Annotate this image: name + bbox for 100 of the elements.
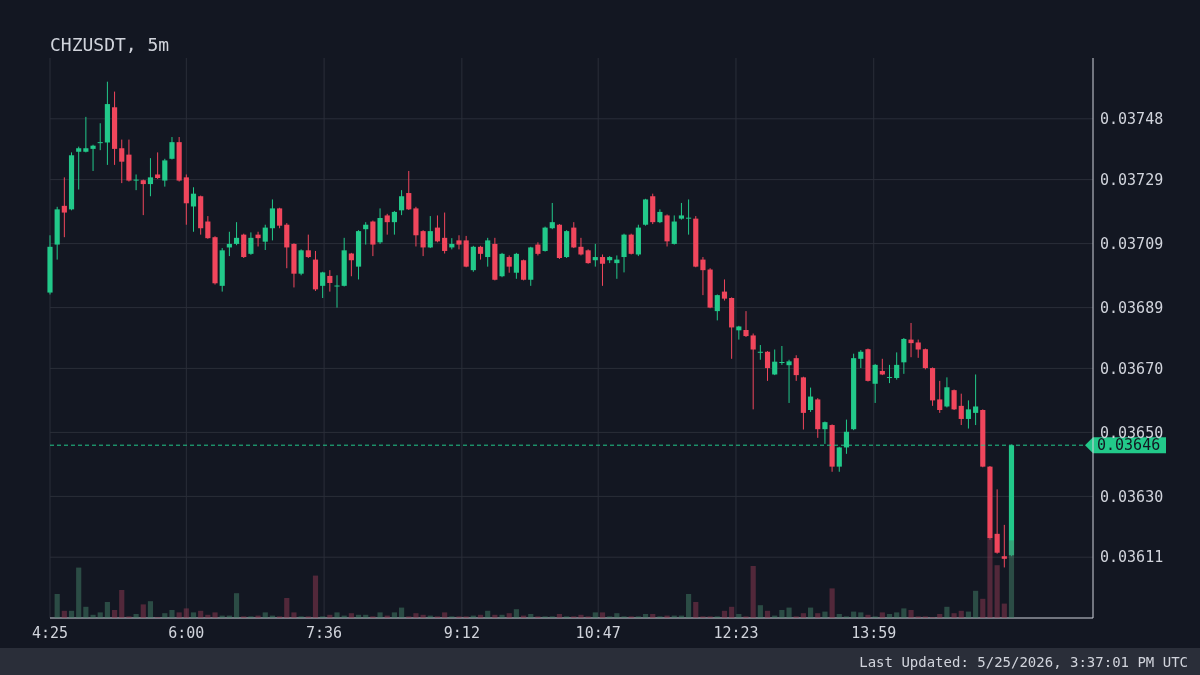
candlestick <box>908 322 914 358</box>
bar <box>944 606 950 618</box>
x-tick-label: 7:36 <box>306 624 343 642</box>
bar <box>391 612 397 618</box>
candlestick <box>994 488 1000 555</box>
bar <box>757 605 763 618</box>
candlestick <box>190 186 197 233</box>
y-tick-label: 0.03748 <box>1100 110 1164 129</box>
bar <box>377 612 383 618</box>
candlestick <box>248 231 254 256</box>
bar <box>836 614 842 618</box>
bar <box>729 606 735 618</box>
bar <box>133 614 139 618</box>
candlestick <box>147 157 154 197</box>
candlestick <box>944 376 950 408</box>
candlestick <box>320 271 326 299</box>
bar <box>994 565 1000 618</box>
candlestick <box>721 278 728 302</box>
bar <box>987 538 993 618</box>
candlestick <box>700 256 706 296</box>
bar <box>97 612 103 618</box>
bar <box>112 610 118 618</box>
bar <box>958 610 964 618</box>
bar <box>829 588 835 618</box>
bar <box>894 612 900 618</box>
bar <box>442 612 448 618</box>
candlestick <box>894 351 900 381</box>
x-tick-label: 9:12 <box>443 624 480 642</box>
candlestick <box>599 253 606 287</box>
candlestick <box>470 245 476 273</box>
bar <box>592 612 598 618</box>
bar <box>779 610 785 618</box>
bar <box>348 613 354 618</box>
candlestick <box>578 237 584 256</box>
bar <box>76 567 82 618</box>
bar <box>650 614 656 618</box>
candlestick <box>298 248 304 276</box>
candlestick <box>427 215 433 249</box>
candlestick <box>1001 524 1007 568</box>
bar <box>334 612 340 618</box>
text: Last Updated: 5/25/2026, 3:37:01 PM UTC <box>859 654 1188 670</box>
bar <box>528 614 534 618</box>
bar <box>190 612 197 618</box>
bar <box>255 615 261 618</box>
bar <box>721 610 728 618</box>
bar <box>119 590 125 618</box>
candlestick <box>334 274 340 309</box>
candlestick <box>83 116 89 153</box>
candlestick <box>434 214 441 243</box>
bar <box>147 601 154 618</box>
bar <box>886 614 893 618</box>
candlestick <box>757 344 763 361</box>
candlestick <box>915 339 921 359</box>
candlestick <box>456 234 462 250</box>
candlestick <box>786 359 792 404</box>
bar <box>664 615 670 618</box>
candlestick <box>499 252 505 278</box>
bar <box>858 612 864 618</box>
bar <box>851 611 857 618</box>
y-tick-label: 0.03670 <box>1100 359 1164 378</box>
bar <box>54 594 60 618</box>
candlestick <box>958 393 964 426</box>
bar <box>808 607 814 618</box>
candlestick <box>743 310 749 338</box>
bar <box>183 608 189 618</box>
bar <box>614 613 620 618</box>
candlestick <box>901 337 907 375</box>
bar <box>815 613 821 618</box>
bar <box>578 614 584 618</box>
bar <box>212 612 218 618</box>
candlestick <box>233 221 240 246</box>
bar <box>262 612 268 618</box>
bar <box>104 602 110 618</box>
bar <box>506 613 512 618</box>
bar <box>291 612 297 618</box>
candlestick <box>937 380 943 414</box>
bar <box>786 607 792 618</box>
bar <box>965 611 972 618</box>
bar <box>599 612 606 618</box>
bar <box>901 608 907 618</box>
candlestick <box>406 170 412 211</box>
candlestick <box>542 226 548 253</box>
bar <box>68 610 75 618</box>
candlestick <box>262 224 268 251</box>
candlestick <box>793 354 799 382</box>
bar <box>162 613 168 618</box>
x-tick-label: 4:25 <box>31 624 69 642</box>
y-tick-label: 0.03689 <box>1100 298 1164 317</box>
bar <box>937 614 943 618</box>
candlestick <box>714 293 720 321</box>
candlestick <box>965 399 972 430</box>
bar <box>140 604 146 618</box>
candlestick <box>750 333 756 410</box>
x-tick-label: 12:23 <box>713 624 759 642</box>
bar <box>736 614 742 618</box>
x-tick-label: 10:47 <box>575 624 621 642</box>
candlestick <box>97 122 103 151</box>
candlestick <box>384 213 390 236</box>
candlestick <box>485 237 491 268</box>
bar <box>822 611 828 618</box>
